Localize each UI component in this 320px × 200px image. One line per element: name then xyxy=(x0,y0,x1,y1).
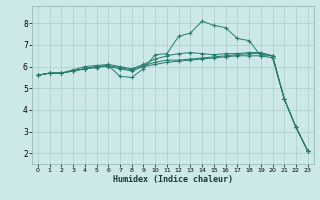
X-axis label: Humidex (Indice chaleur): Humidex (Indice chaleur) xyxy=(113,175,233,184)
